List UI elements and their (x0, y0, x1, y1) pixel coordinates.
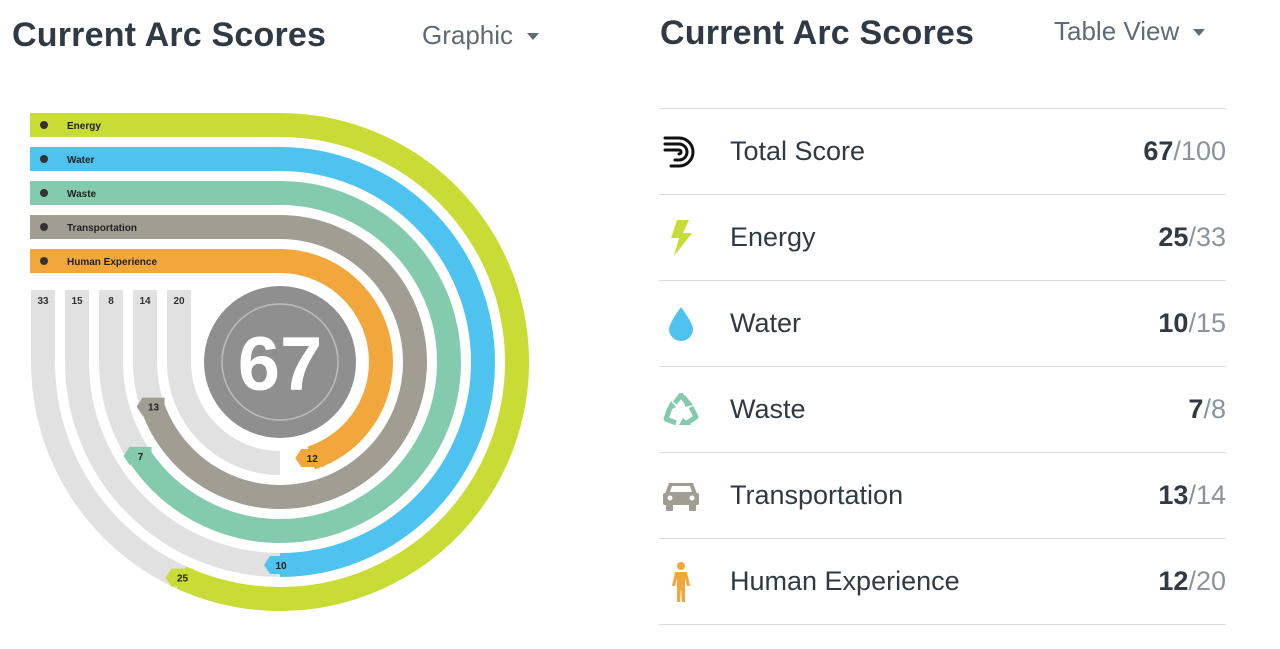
view-selector-label: Table View (1054, 16, 1180, 46)
row-score: 13/14 (1158, 480, 1226, 510)
row-score: 67/100 (1143, 136, 1226, 166)
graphic-panel-title: Current Arc Scores (12, 16, 327, 54)
arc-score-badge-transportation (136, 397, 165, 416)
arc-score-label-energy: 25 (177, 574, 189, 585)
water-drop-icon (40, 155, 48, 163)
score-table: Total Score 67/100 Energy 25/33 Water 10… (659, 108, 1226, 625)
arc-max-label-waste: 8 (108, 296, 114, 307)
view-selector-table[interactable]: Table View (1054, 16, 1206, 47)
row-label: Human Experience (730, 566, 960, 596)
table-row-waste: Waste 7/8 (659, 366, 1226, 452)
arc-track-water (65, 290, 281, 577)
arc-fill-water (30, 147, 495, 577)
arc-score-label-waste: 7 (138, 452, 144, 463)
view-selector-label: Graphic (422, 20, 514, 50)
row-score: 7/8 (1188, 394, 1226, 424)
arc-max-label-human: 20 (173, 296, 185, 307)
arc-header-label-energy: Energy (67, 121, 101, 132)
arc-max-label-water: 15 (71, 296, 83, 307)
table-row-human-experience: Human Experience 12/20 (659, 538, 1226, 625)
table-row-energy: Energy 25/33 (659, 194, 1226, 280)
arc-header-label-transportation: Transportation (67, 223, 137, 234)
arc-fills (30, 113, 529, 611)
arc-score-badge-waste (123, 446, 152, 465)
chevron-down-icon (1193, 29, 1206, 36)
arc-score-label-human: 12 (307, 454, 319, 465)
arc-fill-waste (30, 181, 461, 543)
arc-score-label-transportation: 13 (148, 403, 160, 414)
arc-score-graphic: 33 Energy 25 15 Water 10 8 Waste 7 14 Transportati… (30, 113, 529, 611)
arc-header-label-waste: Waste (67, 189, 97, 200)
arc-header-label-water: Water (67, 155, 95, 166)
arc-score-badge-human (295, 449, 324, 468)
arc-max-label-energy: 33 (37, 296, 49, 307)
arc-fill-human (30, 249, 393, 470)
lightning-bolt-icon (661, 218, 701, 258)
arc-max-label-transportation: 14 (139, 296, 151, 307)
person-icon (661, 561, 701, 602)
view-selector-graphic[interactable]: Graphic (422, 20, 540, 51)
row-label: Water (730, 308, 802, 338)
chevron-down-icon (527, 33, 540, 40)
total-score-dial: 67 (204, 286, 356, 438)
recycle-icon (40, 189, 48, 197)
total-score-value: 67 (238, 322, 323, 407)
arc-logo-icon (661, 132, 701, 172)
car-icon (661, 476, 701, 516)
arc-fill-energy (30, 113, 529, 611)
row-label: Waste (730, 394, 806, 424)
arc-fill-transportation (30, 215, 427, 509)
person-icon (40, 257, 48, 265)
row-label: Energy (730, 222, 816, 252)
row-score: 12/20 (1158, 566, 1226, 596)
lightning-bolt-icon (40, 121, 48, 129)
row-label: Total Score (730, 136, 866, 166)
table-row-total: Total Score 67/100 (659, 108, 1226, 194)
water-drop-icon (661, 304, 701, 344)
table-panel-title: Current Arc Scores (660, 14, 975, 52)
table-row-water: Water 10/15 (659, 280, 1226, 366)
table-row-transportation: Transportation 13/14 (659, 452, 1226, 538)
arc-header-label-human: Human Experience (67, 257, 157, 268)
arc-labels: 33 Energy 25 15 Water 10 8 Waste 7 14 Transportati… (30, 113, 324, 587)
arc-score-badge-energy (165, 568, 194, 587)
car-icon (40, 223, 48, 231)
arc-score-badge-water (264, 556, 292, 574)
arc-score-label-water: 10 (275, 561, 287, 572)
row-score: 25/33 (1158, 222, 1226, 252)
row-label: Transportation (730, 480, 904, 510)
row-score: 10/15 (1158, 308, 1226, 338)
arc-track-human (167, 290, 281, 475)
recycle-icon (661, 390, 701, 430)
